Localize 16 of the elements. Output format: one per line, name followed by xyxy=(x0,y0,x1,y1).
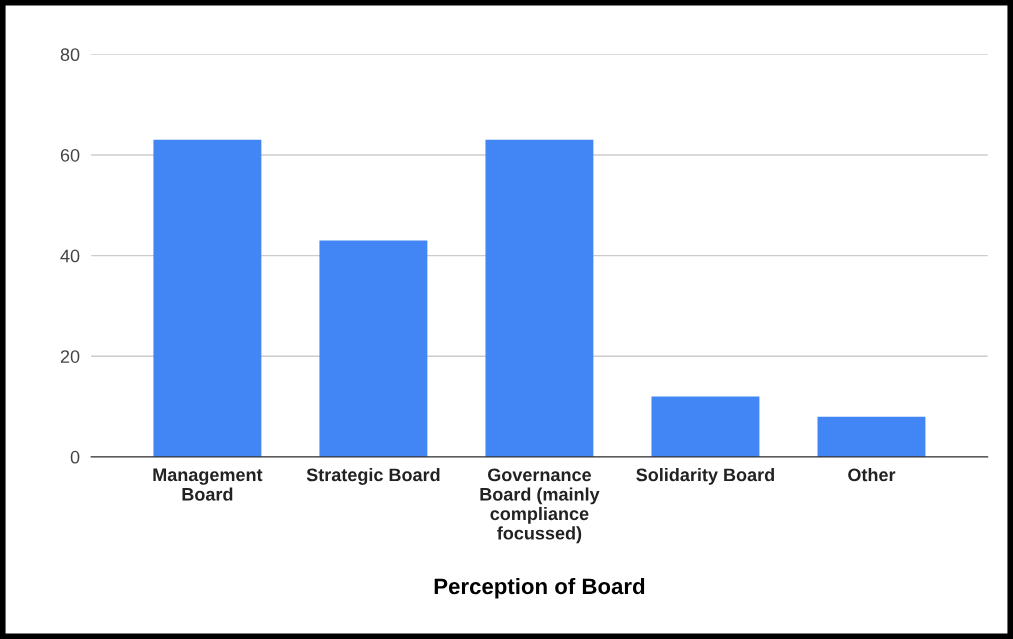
bar xyxy=(319,240,428,457)
bar xyxy=(817,416,926,457)
x-tick-label: Other xyxy=(848,468,896,482)
x-axis-title: Perception of Board xyxy=(434,577,645,599)
bar xyxy=(153,139,262,457)
x-tick-label: Management Board xyxy=(153,468,263,501)
y-tick-label: 80 xyxy=(60,48,80,62)
bar xyxy=(485,139,594,457)
x-tick-label: Solidarity Board xyxy=(636,468,774,485)
bar xyxy=(651,396,760,457)
y-tick-label: 0 xyxy=(70,450,80,464)
x-tick-label: Strategic Board xyxy=(306,468,440,485)
y-tick-label: 60 xyxy=(60,148,80,162)
x-tick-label: Governance Board (mainly compliance focussed) xyxy=(480,468,600,544)
y-tick-label: 20 xyxy=(60,350,80,363)
y-tick-label: 40 xyxy=(60,249,80,263)
